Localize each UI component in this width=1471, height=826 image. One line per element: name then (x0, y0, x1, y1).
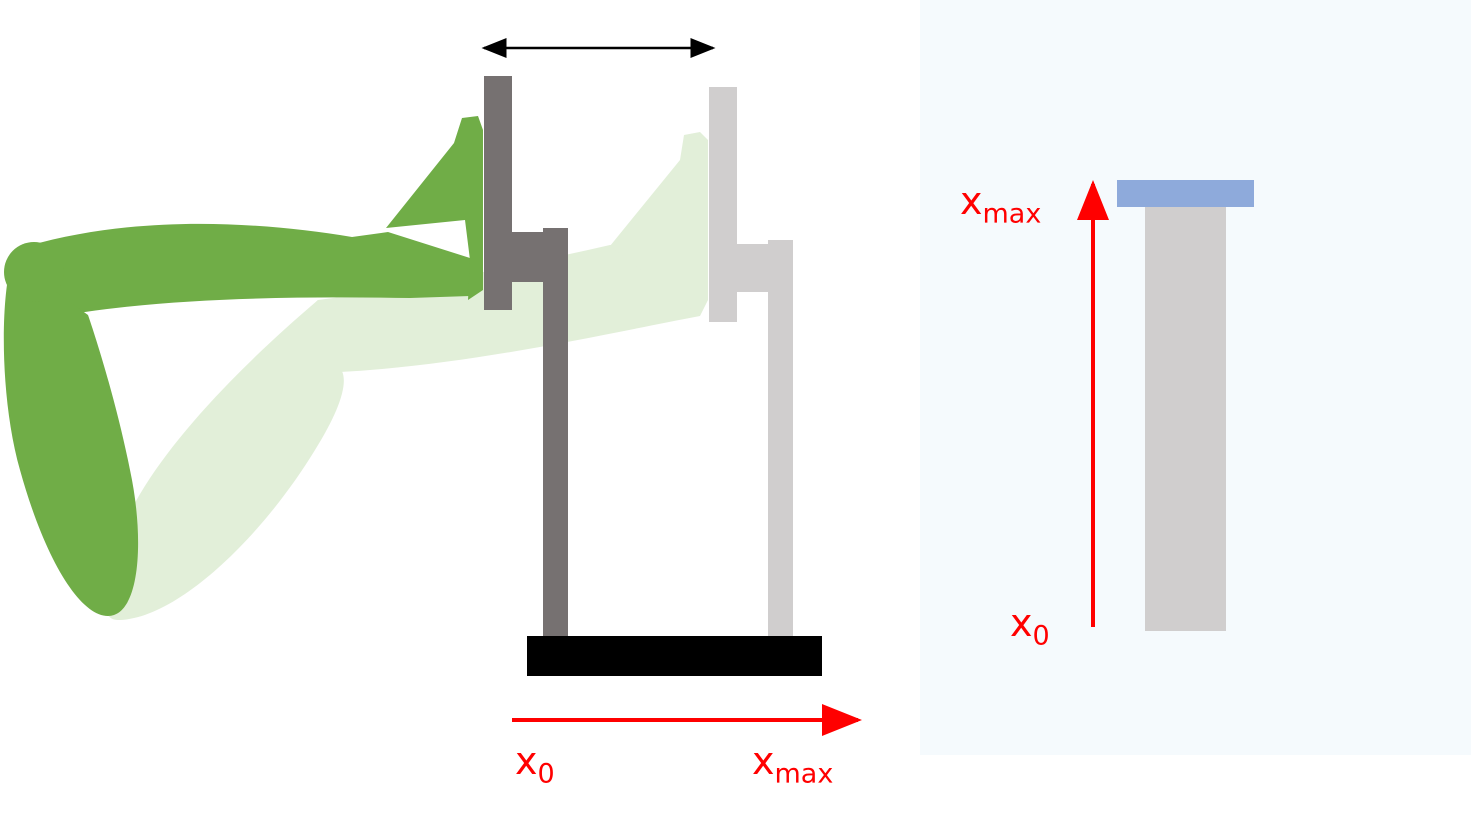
leg-active-knee (4, 242, 64, 302)
label-subscript: 0 (537, 758, 555, 790)
label-symbol: x (960, 179, 983, 223)
device-ghost-pad (709, 87, 737, 322)
device-ghost (709, 87, 793, 638)
label-subscript: max (982, 198, 1042, 230)
device-active (484, 76, 568, 638)
device-ghost-connector (736, 244, 772, 292)
device-active-connector (511, 232, 547, 282)
gauge-bar (1145, 206, 1226, 631)
device-ghost-post (768, 240, 793, 638)
label-symbol: x (752, 739, 775, 783)
label-subscript: max (774, 758, 834, 790)
leg-active-shin (3, 260, 139, 616)
device-active-pad (484, 76, 512, 310)
device-active-post (543, 228, 568, 638)
leg-ghost-shin (103, 300, 344, 620)
label-subscript: 0 (1032, 620, 1050, 652)
gauge-end-label: xmax (960, 179, 1041, 228)
leg-active-foot (386, 116, 483, 300)
leg-active (3, 116, 483, 616)
horizontal-axis-end-label: xmax (752, 739, 833, 788)
label-symbol: x (515, 739, 538, 783)
leg-active-thigh (18, 223, 470, 313)
gauge-level-marker (1117, 180, 1254, 207)
horizontal-axis-start-label: x0 (515, 739, 555, 788)
gauge-start-label: x0 (1010, 601, 1050, 650)
label-symbol: x (1010, 601, 1033, 645)
leg-ghost-foot (610, 132, 708, 316)
device-base (527, 636, 822, 676)
